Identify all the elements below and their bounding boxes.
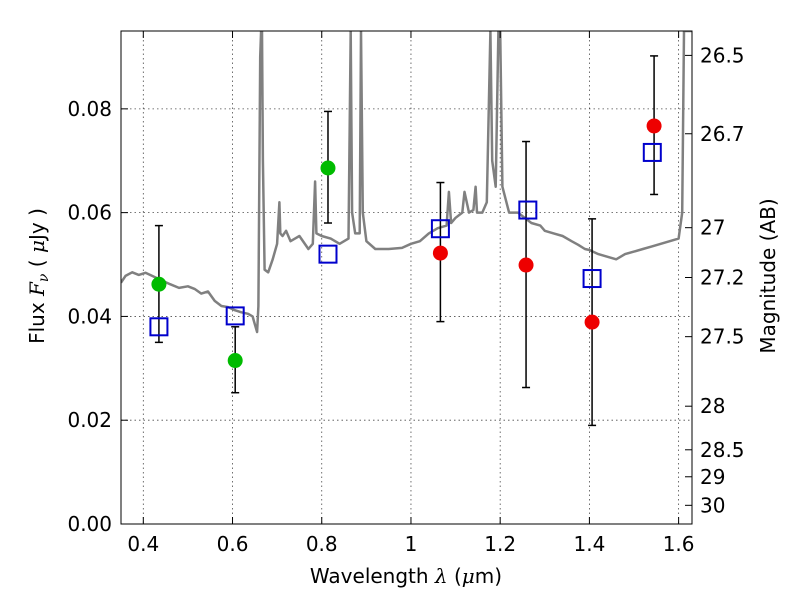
data-point-circle xyxy=(151,276,167,292)
x-tick-label: 1.4 xyxy=(573,532,605,556)
mag-tick-label: 27.5 xyxy=(700,325,745,349)
x-tick-label: 0.8 xyxy=(306,532,338,556)
data-point-circle xyxy=(518,257,534,273)
mag-tick-label: 29 xyxy=(700,465,725,489)
x-tick-label: 1 xyxy=(405,532,418,556)
x-tick-label: 0.4 xyxy=(127,532,159,556)
y-tick-label: 0.02 xyxy=(67,408,112,432)
mag-tick-label: 28 xyxy=(700,394,725,418)
model-point-square xyxy=(518,200,538,220)
x-tick-label: 1.6 xyxy=(663,532,695,556)
y-tick-label: 0.06 xyxy=(67,201,112,225)
data-point-circle xyxy=(432,245,448,261)
x-tick-label: 1.2 xyxy=(484,532,516,556)
model-point-square xyxy=(225,306,245,326)
x-axis-title: Wavelength λ (μm) xyxy=(310,564,502,588)
model-point-square xyxy=(430,219,450,239)
mag-tick-label: 27 xyxy=(700,216,725,240)
y-axis-title: Flux Fν ( μJy ) xyxy=(25,208,52,344)
mag-tick-label: 27.2 xyxy=(700,266,745,290)
data-point-circle xyxy=(227,353,243,369)
model-point-square xyxy=(582,269,602,289)
y-tick-label: 0.04 xyxy=(67,304,112,328)
data-point-circle xyxy=(584,314,600,330)
mag-tick-label: 30 xyxy=(700,493,725,517)
data-markers xyxy=(149,118,662,369)
mag-tick-label: 28.5 xyxy=(700,438,745,462)
model-point-square xyxy=(642,142,662,162)
model-spectrum xyxy=(121,31,692,334)
model-point-square xyxy=(149,317,169,337)
y2-axis-title: Magnitude (AB) xyxy=(756,198,780,353)
plot-frame xyxy=(120,30,693,525)
mag-tick-label: 26.7 xyxy=(700,122,745,146)
data-point-circle xyxy=(320,160,336,176)
model-point-square xyxy=(318,244,338,264)
grid xyxy=(121,31,692,525)
mag-tick-label: 26.5 xyxy=(700,43,745,67)
spectrum-line xyxy=(121,31,692,334)
data-point-circle xyxy=(646,118,662,134)
y-tick-label: 0.00 xyxy=(67,512,112,536)
x-tick-label: 0.6 xyxy=(217,532,249,556)
y-tick-label: 0.08 xyxy=(67,97,112,121)
error-bars xyxy=(154,55,659,427)
axis-ticks: 0.4 0.6 0.8 1 1.2 1.4 1.6 0.00 0.02 0.04 0.06 0.08 2… xyxy=(67,31,745,556)
